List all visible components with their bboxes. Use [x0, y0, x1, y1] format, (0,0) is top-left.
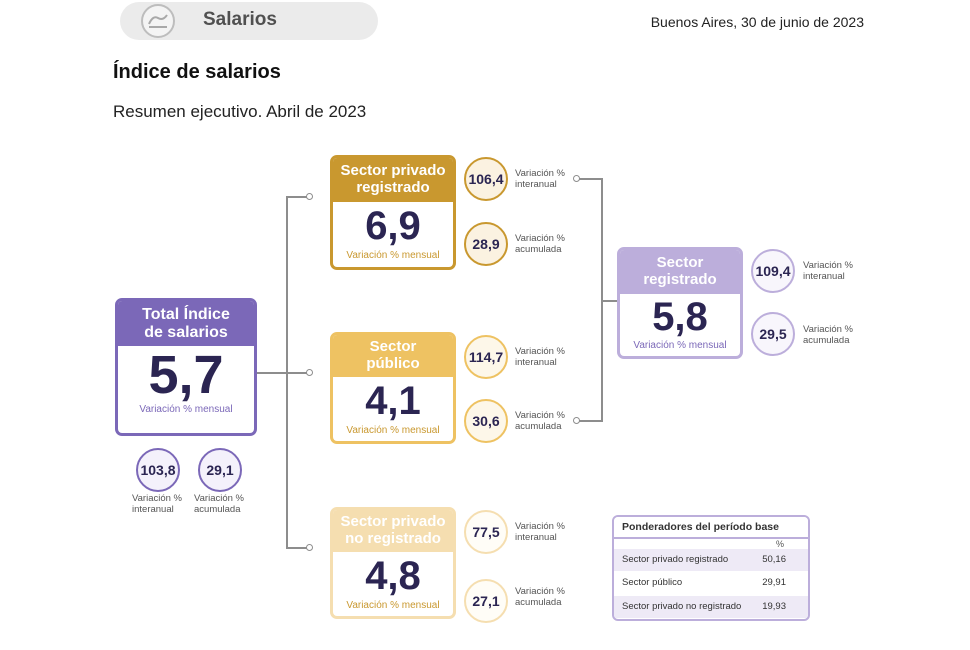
private-unregistered-acumulada-circle: 27,1 — [464, 579, 508, 623]
section-label: Salarios — [203, 9, 277, 30]
total-interanual-label: Variación % interanual — [132, 493, 182, 516]
box-title-line1: Sector privado — [340, 513, 446, 531]
private-registered-interanual-circle: 106,4 — [464, 157, 508, 201]
page-title: Índice de salarios — [113, 61, 281, 83]
label-line: Variación % — [515, 586, 565, 597]
connector-line — [286, 196, 308, 198]
connector-dot — [306, 544, 313, 551]
private-unregistered-interanual-circle: 77,5 — [464, 510, 508, 554]
private-registered-value: 6,9 — [365, 204, 421, 248]
label-line: interanual — [515, 531, 557, 543]
public-sector-box: Sector público 4,1 Variación % mensual — [330, 332, 456, 444]
box-title-line2: no registrado — [345, 530, 441, 547]
weights-table-title: Ponderadores del período base — [614, 517, 808, 539]
label-line: interanual — [803, 270, 845, 282]
box-title-line2: registrado — [643, 271, 717, 288]
connector-line — [286, 372, 308, 374]
connector-line — [578, 420, 602, 422]
public-sector-caption: Variación % mensual — [346, 425, 440, 436]
acumulada-label: Variación % acumulada — [515, 586, 565, 609]
table-row: Sector privado registrado 50,16 — [614, 549, 808, 571]
public-interanual-circle: 114,7 — [464, 335, 508, 379]
row-label: Sector privado no registrado — [622, 601, 742, 612]
total-acumulada-label: Variación % acumulada — [194, 493, 244, 516]
acumulada-label: Variación % acumulada — [515, 233, 565, 256]
private-registered-acumulada-circle: 28,9 — [464, 222, 508, 266]
private-unregistered-caption: Variación % mensual — [346, 600, 440, 611]
label-line: acumulada — [515, 420, 562, 432]
connector-line — [257, 372, 286, 374]
registered-sector-value: 5,8 — [652, 295, 708, 339]
private-registered-caption: Variación % mensual — [346, 250, 440, 261]
connector-line — [286, 547, 308, 549]
label-line: acumulada — [194, 503, 241, 515]
label-line: Variación % — [194, 493, 244, 504]
label-line: Variación % — [515, 168, 565, 179]
row-value: 19,93 — [762, 601, 786, 612]
private-unregistered-box: Sector privado no registrado 4,8 Variaci… — [330, 507, 456, 619]
weights-table: Ponderadores del período base % Sector p… — [612, 515, 810, 621]
row-label: Sector público — [622, 577, 683, 588]
weights-unit: % — [775, 539, 784, 549]
label-line: interanual — [515, 178, 557, 190]
box-title-line1: Sector — [369, 338, 417, 356]
registered-sector-header: Sector registrado — [620, 250, 740, 294]
connector-line — [601, 300, 617, 302]
box-title-line1: Sector — [656, 254, 704, 272]
label-line: Variación % — [515, 346, 565, 357]
total-index-header: Total Índice de salarios — [118, 301, 254, 346]
box-title-line2: registrado — [356, 179, 430, 196]
interanual-label: Variación % interanual — [515, 168, 565, 191]
total-acumulada-circle: 29,1 — [198, 448, 242, 492]
connector-dot — [573, 175, 580, 182]
total-monthly-value: 5,7 — [148, 345, 224, 405]
label-line: Variación % — [515, 233, 565, 244]
label-line: interanual — [515, 356, 557, 368]
registered-interanual-circle: 109,4 — [751, 249, 795, 293]
acumulada-label: Variación % acumulada — [515, 410, 565, 433]
box-title-line1: Sector privado — [340, 162, 446, 180]
label-line: Variación % — [803, 324, 853, 335]
public-sector-value: 4,1 — [365, 379, 421, 423]
row-label: Sector privado registrado — [622, 554, 729, 565]
interanual-label: Variación % interanual — [515, 346, 565, 369]
label-line: acumulada — [515, 596, 562, 608]
label-line: acumulada — [515, 243, 562, 255]
connector-dot — [306, 369, 313, 376]
interanual-label: Variación % interanual — [803, 260, 853, 283]
label-line: Variación % — [132, 493, 182, 504]
total-monthly-caption: Variación % mensual — [139, 404, 233, 415]
total-interanual-circle: 103,8 — [136, 448, 180, 492]
label-line: Variación % — [803, 260, 853, 271]
indec-logo-icon — [141, 4, 175, 38]
row-value: 50,16 — [762, 554, 786, 565]
page-subtitle: Resumen ejecutivo. Abril de 2023 — [113, 102, 367, 121]
box-title-line2: público — [366, 355, 420, 372]
label-line: acumulada — [803, 334, 850, 346]
total-title-line2: de salarios — [144, 323, 228, 341]
report-date: Buenos Aires, 30 de junio de 2023 — [650, 14, 864, 30]
private-registered-box: Sector privado registrado 6,9 Variación … — [330, 155, 456, 270]
connector-line — [578, 178, 602, 180]
registered-sector-box: Sector registrado 5,8 Variación % mensua… — [617, 247, 743, 359]
label-line: interanual — [132, 503, 174, 515]
registered-acumulada-circle: 29,5 — [751, 312, 795, 356]
public-acumulada-circle: 30,6 — [464, 399, 508, 443]
label-line: Variación % — [515, 521, 565, 532]
registered-sector-caption: Variación % mensual — [633, 340, 727, 351]
total-title-line1: Total Índice — [142, 305, 230, 323]
table-row: Sector privado no registrado 19,93 — [614, 596, 808, 618]
total-index-box: Total Índice de salarios 5,7 Variación %… — [115, 298, 257, 436]
row-value: 29,91 — [762, 577, 786, 588]
acumulada-label: Variación % acumulada — [803, 324, 853, 347]
private-registered-header: Sector privado registrado — [333, 158, 453, 202]
interanual-label: Variación % interanual — [515, 521, 565, 544]
public-sector-header: Sector público — [333, 335, 453, 377]
private-unregistered-value: 4,8 — [365, 554, 421, 598]
connector-dot — [306, 193, 313, 200]
label-line: Variación % — [515, 410, 565, 421]
connector-dot — [573, 417, 580, 424]
private-unregistered-header: Sector privado no registrado — [333, 510, 453, 552]
table-row: Sector público 29,91 — [614, 572, 808, 594]
